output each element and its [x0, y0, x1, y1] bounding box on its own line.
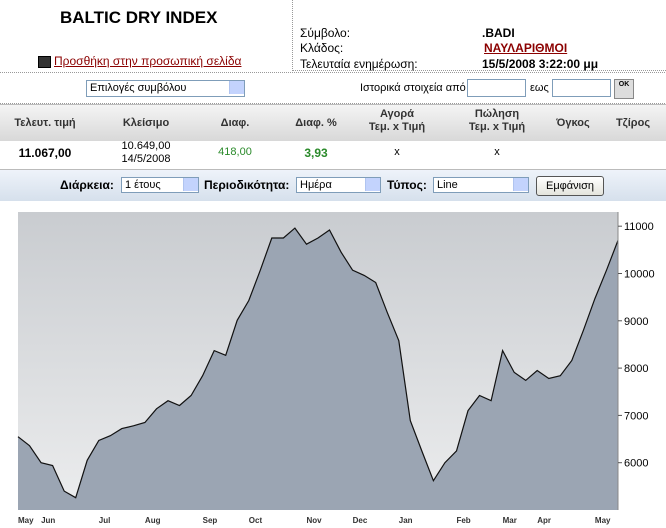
show-button[interactable]: Εμφάνιση: [536, 176, 604, 196]
type-label: Τύπος:: [387, 178, 427, 192]
period-label: Περιοδικότητα:: [204, 178, 290, 192]
y-tick-label: 10000: [624, 268, 655, 280]
x-tick-label: May: [18, 516, 34, 525]
column-header: Όγκος: [556, 117, 590, 129]
icon: [38, 56, 51, 68]
column-header: Πώληση: [474, 108, 520, 120]
change: 418,00: [218, 146, 252, 158]
column-header: Διαφ.: [220, 117, 250, 129]
info-label: Σύμβολο:: [300, 26, 351, 40]
x-tick-label: Jan: [399, 516, 413, 525]
x-tick-label: Apr: [537, 516, 551, 525]
y-tick-label: 11000: [624, 221, 654, 233]
close-date: 14/5/2008: [121, 153, 171, 165]
info-label: Τελευταία ενημέρωση:: [300, 57, 418, 71]
last-price: 11.067,00: [18, 146, 72, 160]
column-header: Τεμ. x Τιμή: [468, 121, 526, 133]
x-tick-label: Feb: [456, 516, 470, 525]
info-label: Κλάδος:: [300, 41, 344, 55]
info-box: [292, 0, 666, 71]
to-label: εως: [530, 82, 549, 94]
table-header: [0, 104, 666, 141]
info-link[interactable]: ΝΑΥΛΑΡΙΘΜΟΙ: [484, 41, 568, 55]
x-tick-label: Jul: [99, 516, 111, 525]
duration-label: Διάρκεια:: [60, 178, 114, 192]
change-pct: 3,93: [304, 146, 328, 160]
x-tick-label: Dec: [353, 516, 368, 525]
y-tick-label: 8000: [624, 363, 648, 375]
x-tick-label: Aug: [145, 516, 161, 525]
ok-button[interactable]: OK: [614, 79, 634, 99]
add-link[interactable]: Προσθήκη στην προσωπική σελίδα: [54, 54, 242, 68]
x-tick-label: May: [595, 516, 611, 525]
page-title: BALTIC DRY INDEX: [60, 8, 218, 27]
column-header: Τεμ. x Τιμή: [368, 121, 426, 133]
column-header: Τζίρος: [615, 117, 651, 129]
x-tick-label: Mar: [503, 516, 517, 525]
x-tick-label: Oct: [249, 516, 263, 525]
info-value: 15/5/2008 3:22:00 μμ: [482, 57, 599, 71]
symbol-select[interactable]: Επιλογές συμβόλου: [86, 80, 245, 97]
y-tick-label: 7000: [624, 410, 648, 422]
close-price: 10.649,00: [121, 140, 171, 152]
y-tick-label: 9000: [624, 316, 648, 328]
history-label: Ιστορικά στοιχεία από: [360, 82, 466, 94]
line: [17, 227, 619, 499]
date-to[interactable]: [552, 79, 611, 97]
y-tick-label: 6000: [624, 458, 648, 470]
sell: x: [494, 146, 500, 158]
period-select[interactable]: Ημέρα: [296, 177, 381, 193]
duration-select[interactable]: 1 έτους: [121, 177, 199, 193]
column-header: Κλείσιμο: [122, 117, 170, 129]
x-tick-label: Nov: [306, 516, 322, 525]
column-header: Διαφ. %: [295, 117, 337, 129]
info-value: .BADI: [482, 26, 515, 40]
buy: x: [394, 146, 400, 158]
chart: 60007000800090001000011000May2007JunJulA…: [17, 212, 655, 528]
x-tick-label: Jun: [41, 516, 55, 525]
column-header: Τελευτ. τιμή: [14, 117, 76, 129]
type-select[interactable]: Line: [433, 177, 529, 193]
x-tick-label: Sep: [203, 516, 218, 525]
toolbar: [0, 72, 665, 104]
date-from[interactable]: [467, 79, 526, 97]
column-header: Αγορά: [380, 108, 414, 120]
area: [18, 228, 618, 510]
